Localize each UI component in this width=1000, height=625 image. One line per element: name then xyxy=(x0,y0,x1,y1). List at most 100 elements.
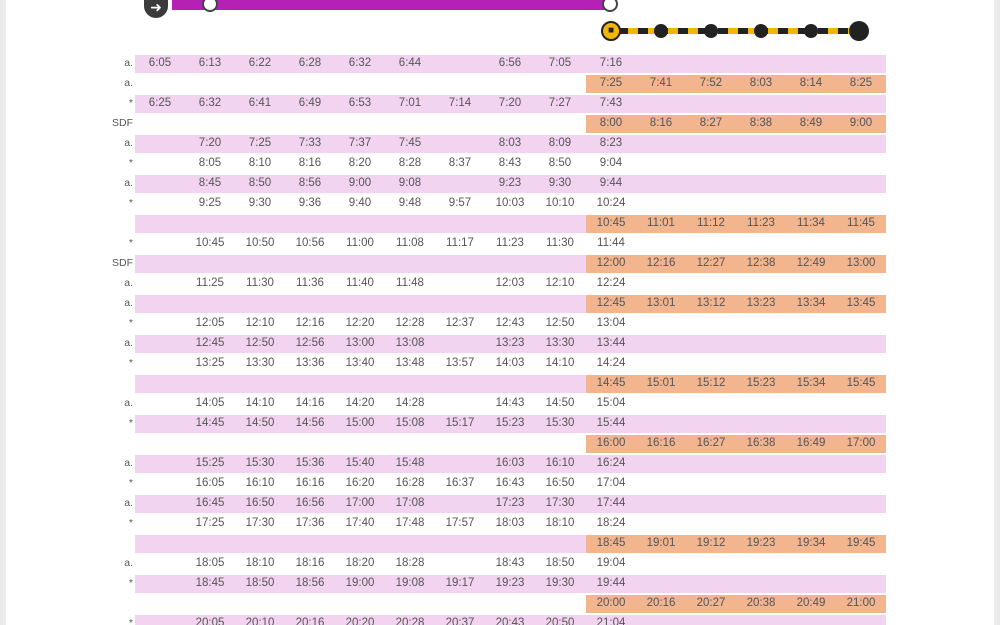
time-cell: 8:20 xyxy=(348,157,372,169)
time-cell: 18:10 xyxy=(545,517,575,529)
time-cell: 11:00 xyxy=(346,237,374,249)
time-cell: 8:16 xyxy=(298,157,322,169)
time-cell: 12:37 xyxy=(445,317,475,329)
time-cell: 17:08 xyxy=(395,497,425,509)
time-cell: 15:08 xyxy=(395,417,425,429)
time-cell: 6:41 xyxy=(248,97,272,109)
time-cell: 6:22 xyxy=(248,57,272,69)
time-cell: 13:25 xyxy=(195,357,225,369)
time-cell: 15:40 xyxy=(345,457,375,469)
time-cell: 12:03 xyxy=(495,277,525,289)
time-cell: 18:10 xyxy=(245,557,275,569)
row-label: a. xyxy=(124,77,133,89)
time-cell: 8:27 xyxy=(699,117,723,129)
time-cell: 9:30 xyxy=(248,197,272,209)
table-row: * 14:45 14:50 14:56 15:00 15:08 15:17 15:23 15:3… xyxy=(6,414,994,434)
time-cell: 17:25 xyxy=(195,517,225,529)
time-cell: 10:45 xyxy=(195,237,225,249)
table-row: SDF 12:00 12:16 12:27 12:38 12:49 13:00 xyxy=(6,254,994,274)
time-cell: 12:24 xyxy=(596,277,626,289)
time-cell: 20:16 xyxy=(295,617,325,625)
time-cell: 10:10 xyxy=(545,197,575,209)
time-cell: 19:01 xyxy=(646,537,676,549)
time-cell: 11:30 xyxy=(246,277,274,289)
time-cell: 18:56 xyxy=(295,577,325,589)
time-cell: 7:25 xyxy=(248,137,272,149)
time-cell: 13:12 xyxy=(696,297,726,309)
row-label: a. xyxy=(124,497,133,509)
time-cell: 6:53 xyxy=(348,97,372,109)
time-cell: 17:36 xyxy=(295,517,325,529)
table-row: a. 16:45 16:50 16:56 17:00 17:08 17:23 17:30 17:… xyxy=(6,494,994,514)
time-cell: 11:30 xyxy=(546,237,574,249)
time-cell: 14:20 xyxy=(345,397,375,409)
time-cell: 17:57 xyxy=(445,517,475,529)
bus-stop-end xyxy=(849,21,869,41)
time-cell: 9:30 xyxy=(548,177,572,189)
time-cell: 20:05 xyxy=(195,617,225,625)
time-cell: 11:34 xyxy=(797,217,825,229)
time-cell: 13:34 xyxy=(796,297,826,309)
time-cell: 8:23 xyxy=(599,137,623,149)
time-cell: 8:50 xyxy=(548,157,572,169)
time-cell: 10:45 xyxy=(596,217,626,229)
time-cell: 8:50 xyxy=(248,177,272,189)
time-cell: 17:30 xyxy=(545,497,575,509)
time-cell: 15:00 xyxy=(345,417,375,429)
row-label: * xyxy=(128,97,133,109)
time-cell: 7:20 xyxy=(198,137,222,149)
time-cell: 11:36 xyxy=(296,277,324,289)
tram-stop xyxy=(556,0,566,10)
time-cell: 16:28 xyxy=(395,477,425,489)
time-cell: 8:28 xyxy=(398,157,422,169)
table-row: * 20:05 20:10 20:16 20:20 20:28 20:37 20:43 20:5… xyxy=(6,614,994,625)
time-cell: 17:00 xyxy=(345,497,375,509)
tram-stop xyxy=(456,0,466,10)
table-row: a. 7:25 7:41 7:52 8:03 8:14 8:25 xyxy=(6,74,994,94)
tram-stop-start xyxy=(202,0,218,12)
time-cell: 17:44 xyxy=(596,497,626,509)
time-cell: 8:45 xyxy=(198,177,222,189)
row-label: SDF xyxy=(112,117,133,129)
row-label: SDF xyxy=(112,257,133,269)
row-label: * xyxy=(128,237,133,249)
time-cell: 13:23 xyxy=(495,337,525,349)
time-cell: 7:20 xyxy=(498,97,522,109)
timetable: a. 6:05 6:13 6:22 6:28 6:32 6:44 6:56 7:05 7:16 a.… xyxy=(6,54,994,625)
time-cell: 13:48 xyxy=(395,357,425,369)
tram-stop xyxy=(506,0,516,10)
time-cell: 20:27 xyxy=(696,597,726,609)
time-cell: 15:30 xyxy=(245,457,275,469)
time-cell: 17:23 xyxy=(495,497,525,509)
time-cell: 9:25 xyxy=(198,197,222,209)
time-cell: 18:45 xyxy=(195,577,225,589)
time-cell: 7:14 xyxy=(448,97,472,109)
row-background xyxy=(135,415,886,433)
time-cell: 18:45 xyxy=(596,537,626,549)
time-cell: 16:37 xyxy=(445,477,475,489)
table-row: SDF 8:00 8:16 8:27 8:38 8:49 9:00 xyxy=(6,114,994,134)
table-row: * 16:05 16:10 16:16 16:20 16:28 16:37 16:43 16:5… xyxy=(6,474,994,494)
table-row: * 8:05 8:10 8:16 8:20 8:28 8:37 8:43 8:50 9:04 xyxy=(6,154,994,174)
time-cell: 13:08 xyxy=(395,337,425,349)
time-cell: 6:05 xyxy=(148,57,172,69)
table-row: a. 15:25 15:30 15:36 15:40 15:48 16:03 16:10 16:… xyxy=(6,454,994,474)
time-cell: 10:24 xyxy=(596,197,626,209)
table-row: * 13:25 13:30 13:36 13:40 13:48 13:57 14:03 14:1… xyxy=(6,354,994,374)
time-cell: 18:20 xyxy=(345,557,375,569)
time-cell: 16:16 xyxy=(646,437,676,449)
time-cell: 19:30 xyxy=(545,577,575,589)
table-row: 20:00 20:16 20:27 20:38 20:49 21:00 xyxy=(6,594,994,614)
time-cell: 8:09 xyxy=(548,137,572,149)
time-cell: 13:57 xyxy=(445,357,475,369)
table-row: a. 7:20 7:25 7:33 7:37 7:45 8:03 8:09 8:23 xyxy=(6,134,994,154)
time-cell: 6:32 xyxy=(348,57,372,69)
time-cell: 12:10 xyxy=(245,317,275,329)
arrow-right-icon[interactable]: ➜ xyxy=(144,0,168,18)
time-cell: 19:08 xyxy=(395,577,425,589)
time-cell: 15:23 xyxy=(746,377,776,389)
time-cell: 20:00 xyxy=(596,597,626,609)
time-cell: 20:43 xyxy=(495,617,525,625)
table-row: * 12:05 12:10 12:16 12:20 12:28 12:37 12:43 12:5… xyxy=(6,314,994,334)
time-cell: 11:01 xyxy=(647,217,675,229)
